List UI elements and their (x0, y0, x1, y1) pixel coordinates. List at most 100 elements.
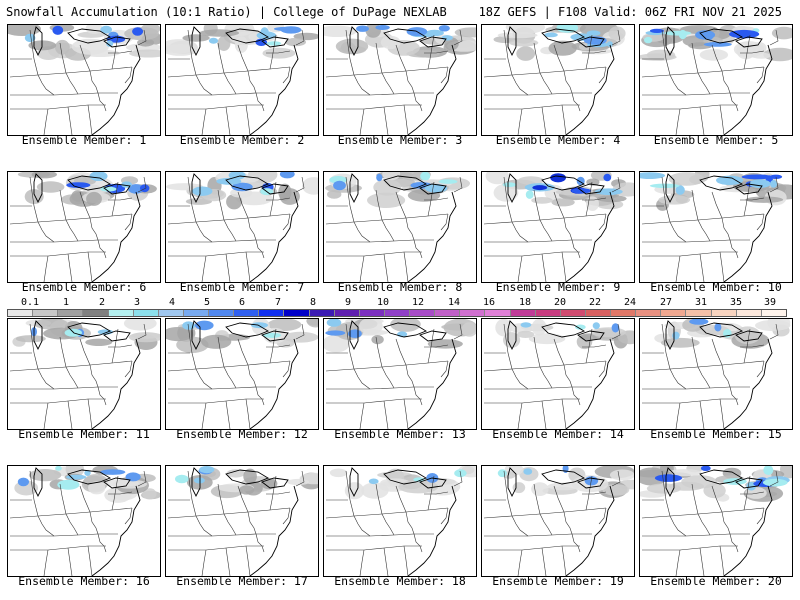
snow-shade (603, 173, 612, 182)
state-border (413, 92, 423, 112)
state-borders (325, 323, 463, 429)
great-lakes (665, 173, 763, 204)
snow-shade (324, 334, 350, 353)
coastline (249, 485, 299, 576)
state-border (65, 219, 79, 242)
map-svg (166, 319, 318, 429)
snow-shade (703, 42, 732, 47)
state-border (223, 219, 237, 242)
snow-shade (166, 327, 194, 342)
ensemble-map-panel (481, 465, 635, 577)
state-border (553, 191, 565, 219)
snow-shade (367, 192, 406, 208)
state-border (247, 511, 257, 535)
snow-shade (359, 319, 383, 335)
state-border (511, 74, 529, 96)
ensemble-member-caption: Ensemble Member: 13 (334, 427, 466, 441)
snow-shade (518, 176, 544, 185)
coastline (723, 485, 773, 576)
colorbar-swatch (761, 310, 786, 316)
state-border (405, 70, 415, 94)
ensemble-member-caption: Ensemble Member: 8 (337, 280, 463, 294)
lake-outline (103, 477, 131, 489)
state-border (295, 323, 305, 340)
state-border (295, 29, 305, 46)
great-lakes (191, 467, 289, 498)
map-svg (640, 466, 792, 576)
ensemble-map-panel (481, 171, 635, 283)
state-border (539, 219, 553, 242)
snow-shade (424, 183, 448, 193)
state-border (79, 191, 91, 219)
snow-shade (668, 481, 705, 491)
snow-shade (373, 179, 402, 196)
state-border (79, 44, 91, 72)
state-border (661, 29, 671, 76)
state-border (137, 470, 147, 487)
snow-shade (675, 185, 685, 195)
lake-outline (225, 175, 270, 191)
state-border (201, 255, 207, 282)
state-border (571, 239, 581, 259)
map-svg (483, 319, 634, 429)
state-border (223, 366, 237, 389)
state-border (582, 197, 607, 201)
snow-shade (550, 173, 566, 183)
snow-shade (15, 335, 46, 343)
state-border (721, 364, 731, 388)
lake-outline (507, 173, 517, 204)
coastline (565, 338, 615, 429)
state-border (97, 239, 107, 259)
lake-outline (225, 28, 270, 44)
snow-shade (239, 485, 255, 495)
state-border (137, 29, 147, 46)
map-svg (9, 466, 160, 576)
state-border (168, 239, 276, 243)
snow-shade (132, 27, 144, 36)
state-border (225, 106, 231, 135)
state-border (10, 386, 118, 390)
snow-shade (71, 38, 109, 55)
state-border (124, 213, 133, 231)
state-borders (167, 29, 305, 135)
state-border (108, 50, 133, 54)
snow-shade (243, 468, 257, 484)
state-border (353, 74, 371, 96)
state-border (484, 92, 592, 96)
state-border (719, 545, 725, 576)
snow-shade (668, 172, 705, 186)
state-border (661, 323, 671, 370)
lake-outline (383, 175, 428, 191)
state-border (87, 545, 93, 576)
state-border (237, 338, 249, 366)
state-border (195, 221, 213, 243)
snow-shade (771, 26, 792, 40)
state-border (381, 219, 395, 242)
state-border (168, 545, 264, 551)
lake-outline (33, 467, 43, 498)
state-border (187, 176, 197, 223)
state-border (345, 29, 355, 76)
great-lakes (191, 26, 289, 57)
state-border (326, 251, 422, 257)
snow-shade (544, 32, 558, 38)
state-border (641, 213, 765, 225)
state-border (89, 511, 99, 535)
state-border (719, 251, 725, 282)
state-border (413, 386, 423, 406)
lake-outline (665, 467, 675, 498)
lake-outline (349, 26, 359, 57)
lake-outline (191, 467, 201, 498)
snow-shade (755, 320, 791, 331)
state-border (440, 360, 449, 378)
state-border (719, 398, 725, 429)
state-border (511, 368, 529, 390)
snow-shade (461, 322, 476, 337)
state-border (711, 191, 723, 219)
state-border (167, 360, 291, 372)
state-border (217, 483, 225, 515)
state-border (611, 470, 621, 487)
colorbar-tick-label: 12 (411, 297, 425, 308)
snow-shade (333, 180, 346, 191)
state-border (65, 72, 79, 95)
